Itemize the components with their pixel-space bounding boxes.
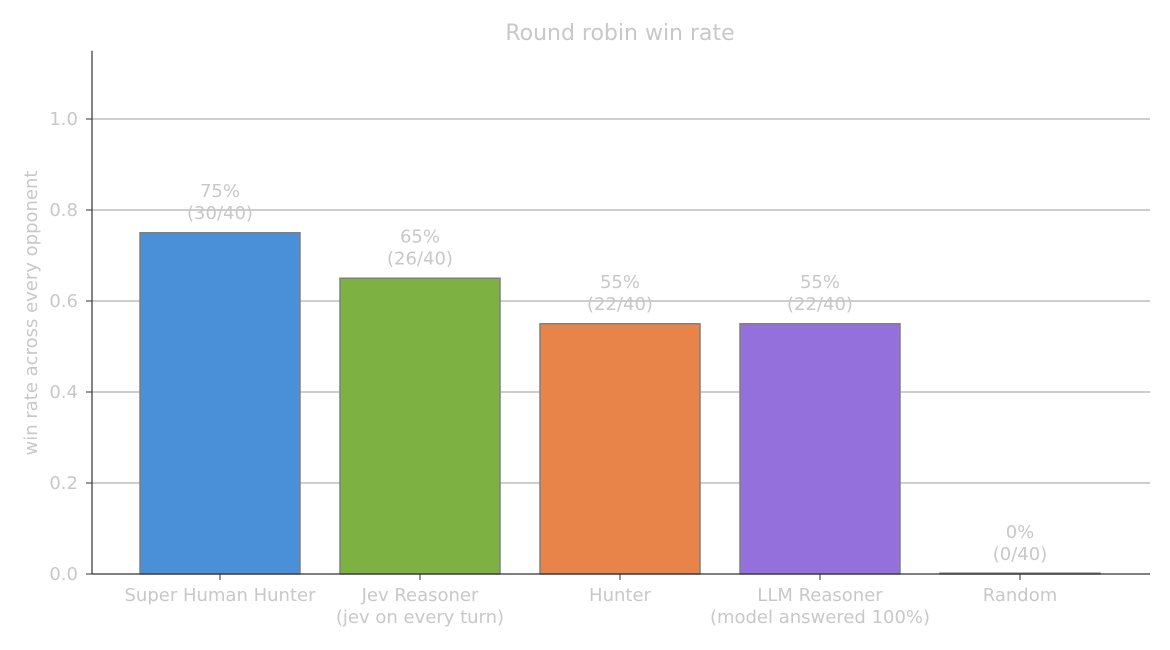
y-tick-label: 0.2 [49, 473, 78, 494]
x-ticks: Super Human Hunter Jev Reasoner (jev on ev… [125, 574, 1058, 628]
bar-data-label: 65% (26/40) [387, 226, 453, 269]
x-tick-label: Hunter [589, 585, 651, 606]
bar-data-label: 0% (0/40) [993, 522, 1047, 565]
bar [739, 323, 901, 575]
bar-data-labels: 75% (30/40) 65% (26/40) 55% (22/40) 55% (22/40)… [187, 181, 1047, 565]
y-tick-label: 0.8 [49, 200, 78, 221]
bar [539, 323, 701, 575]
y-tick-label: 1.0 [49, 109, 78, 130]
bar [339, 277, 501, 575]
y-axis-label: win rate across every opponent [21, 171, 42, 456]
y-tick-label: 0.4 [49, 382, 78, 403]
y-tick-label: 0.0 [49, 564, 78, 585]
x-tick-label: Super Human Hunter [125, 585, 317, 606]
y-ticks: 0.0 0.2 0.4 0.6 0.8 1.0 [49, 109, 92, 585]
axes [91, 50, 1150, 575]
x-tick-label: LLM Reasoner (model answered 100%) [710, 585, 930, 628]
bar-data-label: 55% (22/40) [787, 272, 853, 315]
chart-title: Round robin win rate [505, 21, 734, 46]
bar [139, 232, 301, 575]
x-tick-label: Jev Reasoner (jev on every turn) [336, 585, 504, 628]
bar-data-label: 75% (30/40) [187, 181, 253, 224]
y-tick-label: 0.6 [49, 291, 78, 312]
bar-data-label: 55% (22/40) [587, 272, 653, 315]
x-tick-label: Random [983, 585, 1058, 606]
